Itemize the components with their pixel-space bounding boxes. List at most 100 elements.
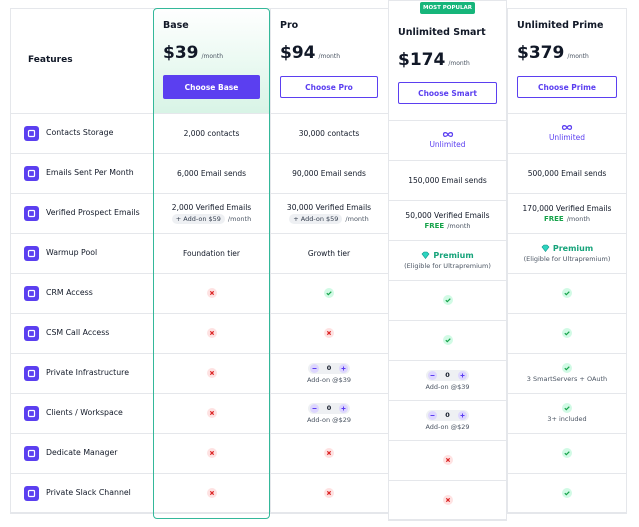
feature-glyph	[27, 289, 36, 298]
premium-label: Premium	[541, 244, 593, 253]
cell-text: 6,000 Email sends	[177, 168, 246, 178]
stepper: 0	[426, 369, 469, 381]
feature-cell	[153, 433, 270, 473]
stepper-plus[interactable]	[339, 363, 349, 373]
feature-glyph	[27, 329, 36, 338]
stepper: 0	[307, 402, 351, 414]
cell-text: 2,000 Verified Emails	[171, 202, 252, 212]
row-divider	[507, 433, 627, 434]
feature-cell	[507, 273, 627, 313]
row-divider	[388, 120, 507, 121]
row-divider	[507, 233, 627, 234]
plan-name: Base	[163, 20, 189, 31]
feature-glyph	[27, 169, 36, 178]
cross-icon	[324, 448, 334, 458]
row-divider	[10, 273, 388, 274]
feature-cell: 6,000 Email sends	[153, 153, 270, 193]
feature-cell: 150,000 Email sends	[388, 160, 507, 200]
feature-cell	[270, 313, 388, 353]
cell-note: 3 SmartServers + OAuth	[526, 375, 608, 383]
plan-price: $94/month	[280, 43, 340, 63]
row-divider	[388, 400, 507, 401]
feature-name: CRM Access	[46, 288, 93, 297]
feature-name: CSM Call Access	[46, 328, 110, 337]
feature-cell	[270, 433, 388, 473]
cell-text: 500,000 Email sends	[527, 168, 607, 178]
diamond-icon	[421, 251, 430, 259]
cross-icon	[206, 288, 217, 298]
feature-cell	[153, 313, 270, 353]
feature-cell: 0 Add-on @$39	[388, 360, 507, 400]
feature-cell: 0 Add-on @$29	[388, 400, 507, 440]
feature-name: Clients / Workspace	[46, 408, 123, 417]
plan-name: Unlimited Smart	[398, 27, 486, 38]
feature-cell: 50,000 Verified Emails FREE/month	[388, 200, 507, 240]
row-divider	[507, 273, 627, 274]
check-icon	[324, 288, 334, 298]
cell-note: Add-on @$29	[306, 415, 352, 424]
cross-icon	[206, 448, 217, 458]
plan-name: Pro	[280, 20, 299, 31]
row-divider	[388, 480, 507, 481]
plan-price: $39/month	[163, 43, 223, 63]
feature-icon	[24, 486, 39, 501]
cell-text: 90,000 Email sends	[292, 168, 366, 178]
feature-cell: Premium (Eligible for Ultrapremium)	[507, 233, 627, 273]
row-divider	[10, 353, 388, 354]
check-icon	[562, 328, 572, 338]
plan-button[interactable]: Choose Prime	[517, 76, 617, 98]
row-divider	[10, 393, 388, 394]
cross-icon	[206, 368, 217, 378]
check-icon	[562, 403, 572, 413]
cell-text: 170,000 Verified Emails	[522, 203, 612, 213]
row-divider	[10, 113, 388, 114]
features-label: Features	[28, 55, 73, 65]
addon-pill: + Add-on $59	[289, 213, 343, 224]
stepper-plus[interactable]	[457, 410, 467, 420]
row-divider	[388, 440, 507, 441]
row-divider	[10, 433, 388, 434]
stepper-plus[interactable]	[339, 403, 349, 413]
feature-cell	[153, 353, 270, 393]
check-icon	[562, 288, 572, 298]
cross-icon	[206, 328, 217, 338]
feature-icon	[24, 206, 39, 221]
cross-icon	[206, 488, 217, 498]
feature-name: Private Slack Channel	[46, 488, 131, 497]
feature-glyph	[27, 249, 36, 258]
row-divider	[10, 313, 388, 314]
free-label: FREE	[543, 214, 564, 223]
price-period: /month	[201, 53, 224, 60]
plan-button[interactable]: Choose Smart	[398, 82, 497, 104]
cross-icon	[324, 328, 334, 338]
cross-icon	[442, 495, 453, 505]
cross-icon	[206, 408, 217, 418]
price-amount: $174	[398, 50, 446, 70]
stepper-minus[interactable]	[428, 370, 438, 380]
check-icon	[562, 488, 572, 498]
cell-text: Growth tier	[307, 248, 351, 258]
feature-icon	[24, 286, 39, 301]
price-amount: $379	[517, 43, 565, 63]
row-divider	[10, 513, 388, 514]
feature-glyph	[27, 489, 36, 498]
plan-button[interactable]: Choose Base	[163, 75, 260, 99]
stepper-plus[interactable]	[457, 370, 467, 380]
feature-name: Private Infrastructure	[46, 368, 130, 377]
infinity-icon	[442, 132, 453, 137]
row-divider	[507, 393, 627, 394]
stepper-minus[interactable]	[309, 363, 319, 373]
addon-pill: + Add-on $59	[171, 213, 225, 224]
plan-button[interactable]: Choose Pro	[280, 76, 378, 98]
stepper-minus[interactable]	[428, 410, 438, 420]
feature-cell: 170,000 Verified Emails FREE/month	[507, 193, 627, 233]
feature-cell: 30,000 Verified Emails + Add-on $59/month	[270, 193, 388, 233]
stepper-value: 0	[326, 364, 332, 372]
stepper-minus[interactable]	[309, 403, 319, 413]
infinity-icon	[561, 125, 573, 130]
feature-cell: Premium (Eligible for Ultrapremium)	[388, 240, 507, 280]
addon-suffix: /month	[345, 214, 369, 223]
check-icon	[442, 295, 453, 305]
cell-text: 2,000 contacts	[183, 128, 240, 138]
cell-note: 3+ included	[547, 415, 587, 423]
